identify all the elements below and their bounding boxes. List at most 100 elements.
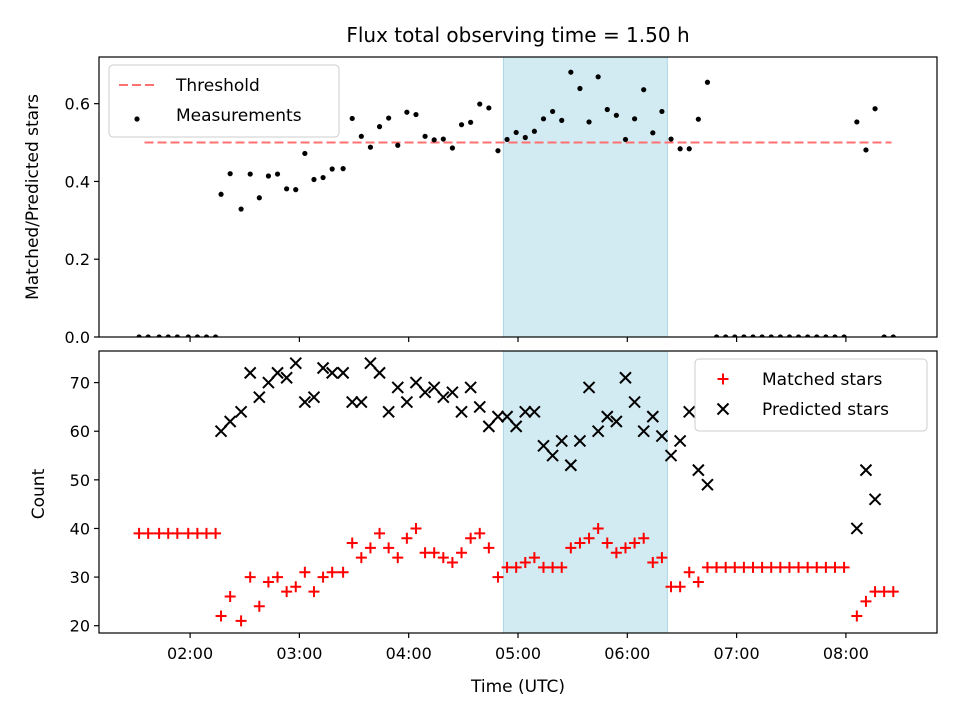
data-point [723, 334, 729, 337]
data-point [686, 146, 692, 152]
bottom-series-x [214, 356, 882, 535]
data-point [473, 400, 486, 414]
data-point [619, 371, 632, 384]
x-tick-label: 05:00 [495, 644, 541, 663]
data-point [586, 119, 592, 125]
data-point [364, 542, 376, 554]
y-tick-label: 0.4 [65, 172, 90, 191]
data-point [409, 376, 423, 389]
data-point [786, 334, 793, 337]
data-point [519, 405, 532, 418]
data-point [174, 334, 180, 337]
data-point [449, 145, 456, 151]
data-point [413, 111, 419, 118]
data-point [367, 144, 374, 150]
data-point [683, 566, 695, 578]
data-point [528, 552, 540, 564]
data-point [325, 366, 339, 380]
data-point [577, 85, 583, 92]
data-point [165, 334, 171, 337]
bottom-y-axis-label: Count [29, 468, 49, 519]
data-point [637, 425, 650, 438]
legend-label: Matched stars [762, 370, 882, 390]
data-point [750, 334, 756, 337]
y-tick-label: 30 [70, 568, 90, 587]
data-point [823, 334, 829, 337]
legend-symbol [717, 373, 729, 385]
data-point [404, 109, 410, 115]
x-tick-label: 06:00 [604, 644, 650, 663]
data-point [832, 334, 838, 337]
data-point [641, 87, 647, 93]
data-point [446, 386, 459, 399]
data-point [890, 334, 896, 337]
data-point [223, 415, 237, 428]
data-point [337, 566, 349, 578]
data-point [326, 566, 338, 578]
legend-box [108, 64, 340, 138]
data-point [556, 561, 568, 573]
data-point [234, 405, 248, 418]
data-point [601, 410, 614, 423]
data-point [391, 381, 404, 394]
data-point [509, 420, 523, 433]
top-legend: Threshold Measurements [108, 64, 340, 138]
data-point [244, 571, 256, 583]
y-tick-label: 0.2 [65, 250, 90, 269]
data-point [142, 527, 154, 539]
data-point [863, 147, 869, 153]
data-point [568, 69, 574, 75]
data-point [604, 106, 610, 113]
data-point [401, 532, 413, 544]
top-panel: 0.0 0.2 0.4 0.6 Threshold Measurements [65, 56, 938, 347]
data-point [243, 366, 257, 380]
data-point [290, 581, 302, 593]
data-point [555, 434, 568, 448]
data-point [860, 595, 872, 607]
data-point [215, 610, 227, 622]
data-point [850, 522, 864, 535]
legend-label: Threshold [175, 76, 260, 96]
data-point [482, 420, 496, 433]
data-point [265, 173, 272, 179]
data-point [859, 463, 873, 477]
x-axis-label: Time (UTC) [470, 677, 565, 697]
data-point [659, 108, 665, 115]
data-point [271, 366, 284, 380]
data-point [540, 116, 547, 122]
data-point [610, 547, 622, 559]
data-point [574, 537, 586, 549]
data-point [741, 334, 747, 337]
data-point [565, 542, 577, 554]
data-point [308, 586, 320, 598]
data-point [329, 166, 335, 172]
top-y-axis-label: Matched/Predicted stars [23, 94, 43, 300]
data-point [622, 136, 629, 143]
data-point [474, 527, 486, 539]
data-point [732, 334, 738, 337]
x-tick-label: 04:00 [386, 644, 432, 663]
data-point [373, 366, 386, 380]
data-point [437, 390, 450, 404]
data-point [704, 79, 711, 85]
data-point [483, 542, 495, 554]
data-point [262, 376, 275, 389]
x-tick-label: 08:00 [823, 644, 869, 663]
data-point [185, 334, 191, 337]
data-point [358, 133, 364, 139]
data-point [683, 405, 696, 418]
bottom-shaded-region [502, 350, 668, 634]
data-point [777, 334, 783, 337]
data-point [582, 381, 596, 394]
y-tick-label: 0.0 [65, 328, 90, 347]
data-point [559, 117, 565, 123]
data-point [486, 105, 492, 111]
data-point [418, 386, 432, 399]
data-point [592, 522, 604, 534]
data-point [477, 101, 483, 107]
data-point [550, 108, 556, 115]
data-point [713, 334, 720, 337]
data-point [346, 395, 359, 409]
data-point [546, 449, 559, 462]
figure-title: Flux total observing time = 1.50 h [346, 23, 689, 47]
